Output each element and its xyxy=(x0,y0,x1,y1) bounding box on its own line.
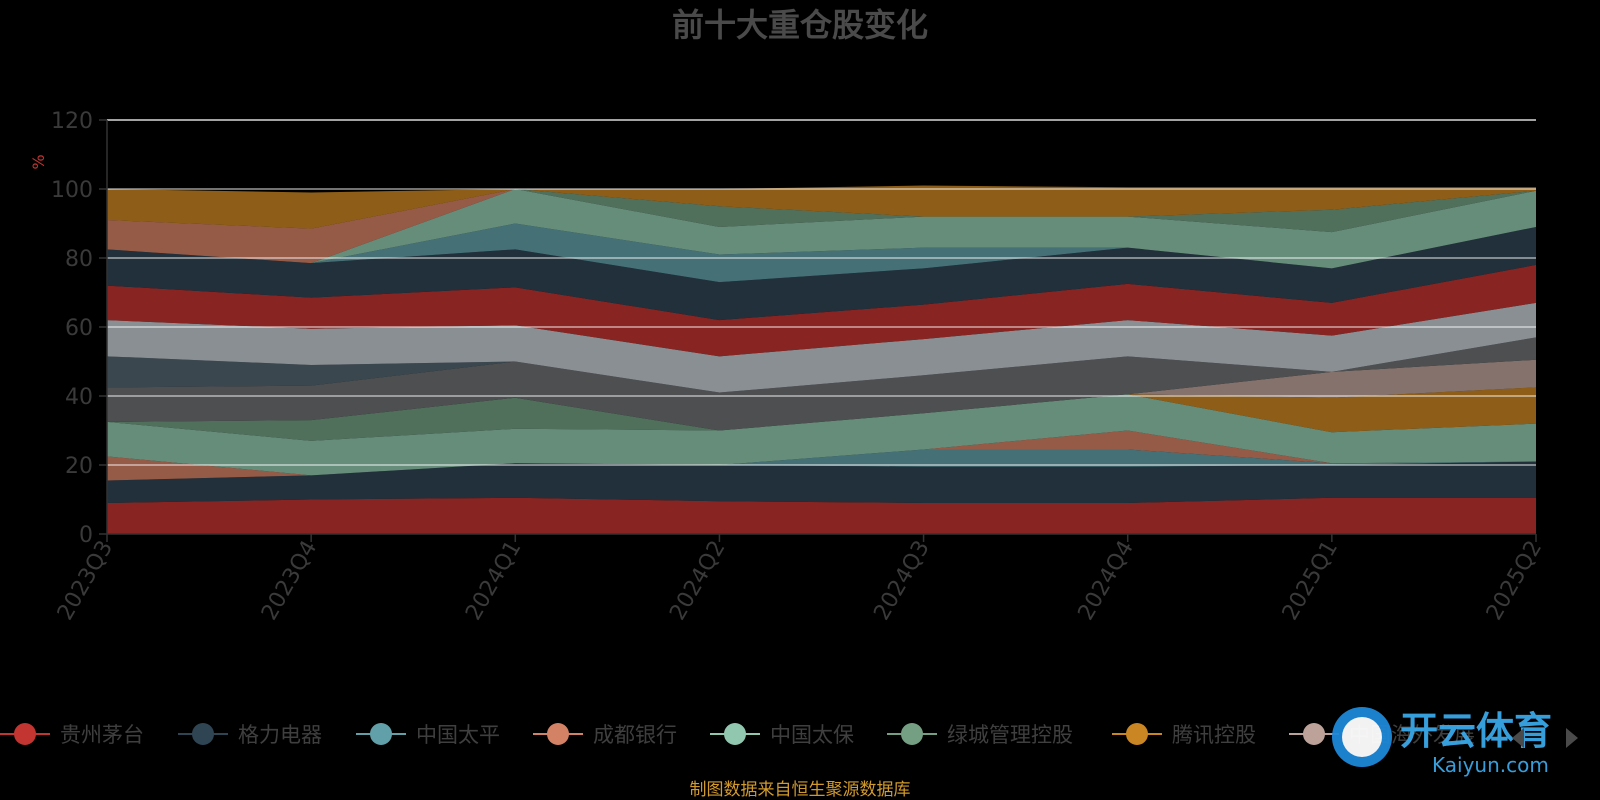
area-series-10 xyxy=(107,337,1536,393)
source-note: 制图数据来自恒生聚源数据库 xyxy=(690,780,911,800)
area-series-13 xyxy=(107,226,1536,321)
area-series-5 xyxy=(107,394,1536,476)
x-tick-label: 2024Q2 xyxy=(665,537,730,625)
legend-item[interactable]: 成都银行 xyxy=(533,723,677,747)
y-tick-label: 20 xyxy=(65,454,93,479)
area-series-2 xyxy=(107,461,1536,503)
x-tick-label: 2024Q4 xyxy=(1074,537,1139,625)
legend-marker xyxy=(901,723,923,745)
legend-marker xyxy=(14,723,36,745)
area-series-6 xyxy=(107,394,1536,441)
legend-label: 绿城管理控股 xyxy=(947,723,1073,747)
legend-item[interactable]: 绿城管理控股 xyxy=(887,723,1073,747)
legend-item[interactable]: 格力电器 xyxy=(178,723,322,747)
area-layers xyxy=(107,185,1536,534)
legend-prev-icon[interactable] xyxy=(1512,728,1524,748)
legend-label: 中国太保 xyxy=(770,723,854,747)
watermark-brand: 开云体育 xyxy=(1400,709,1552,753)
x-tick-label: 2025Q1 xyxy=(1278,537,1343,625)
area-series-18 xyxy=(107,185,1536,229)
x-tick-label: 2023Q4 xyxy=(257,537,322,625)
area-series-8 xyxy=(107,359,1536,431)
area-series-4 xyxy=(107,430,1536,481)
area-series-17 xyxy=(107,189,1536,264)
area-series-12 xyxy=(107,264,1536,357)
legend-item[interactable]: 贵州茅台 xyxy=(0,723,144,747)
legend-marker xyxy=(370,723,392,745)
x-tick-label: 2024Q1 xyxy=(461,537,526,625)
legend-marker xyxy=(724,723,746,745)
legend-marker xyxy=(1303,723,1325,745)
legend-marker xyxy=(1126,723,1148,745)
legend-item[interactable]: 中国太平 xyxy=(356,723,500,747)
area-series-1 xyxy=(107,497,1536,534)
y-tick-label: 60 xyxy=(65,316,93,341)
y-tick-label: 100 xyxy=(51,178,93,203)
legend-item[interactable]: 腾讯控股 xyxy=(1112,723,1256,747)
area-series-14 xyxy=(107,223,1536,283)
y-tick-label: 40 xyxy=(65,385,93,410)
grid-lines xyxy=(107,119,1536,466)
legend-marker xyxy=(192,723,214,745)
legend-pager[interactable] xyxy=(1512,728,1578,748)
y-tick-label: 80 xyxy=(65,247,93,272)
chart-title: 前十大重仓股变化 xyxy=(672,6,928,44)
legend-label: 贵州茅台 xyxy=(60,723,144,747)
area-series-15 xyxy=(107,189,1536,269)
legend-item[interactable]: 中国太保 xyxy=(710,723,854,747)
y-tick-label: 120 xyxy=(51,109,93,134)
area-series-7 xyxy=(107,387,1536,433)
x-tick-label: 2025Q2 xyxy=(1482,537,1547,625)
y-tick-label: 0 xyxy=(79,523,93,548)
soccer-ball-inner xyxy=(1342,717,1382,757)
legend-label: 中国太平 xyxy=(416,723,500,747)
legend-label: 成都银行 xyxy=(593,723,677,747)
y-axis-unit: % xyxy=(29,154,48,169)
legend-marker xyxy=(547,723,569,745)
legend-label: 格力电器 xyxy=(238,723,322,747)
legend-label: 腾讯控股 xyxy=(1172,723,1256,747)
x-tick-label: 2023Q3 xyxy=(53,537,118,625)
legend-next-icon[interactable] xyxy=(1566,728,1578,748)
legend[interactable]: 贵州茅台 格力电器 中国太平 成都银行 中国太保 绿城管理控股 腾讯控股 中国海外发展 xyxy=(0,723,1475,747)
watermark-sub: Kaiyun.com xyxy=(1432,753,1549,777)
x-tick-label: 2024Q3 xyxy=(869,537,934,625)
watermark-logo: 开云体育 Kaiyun.com xyxy=(1332,707,1552,777)
